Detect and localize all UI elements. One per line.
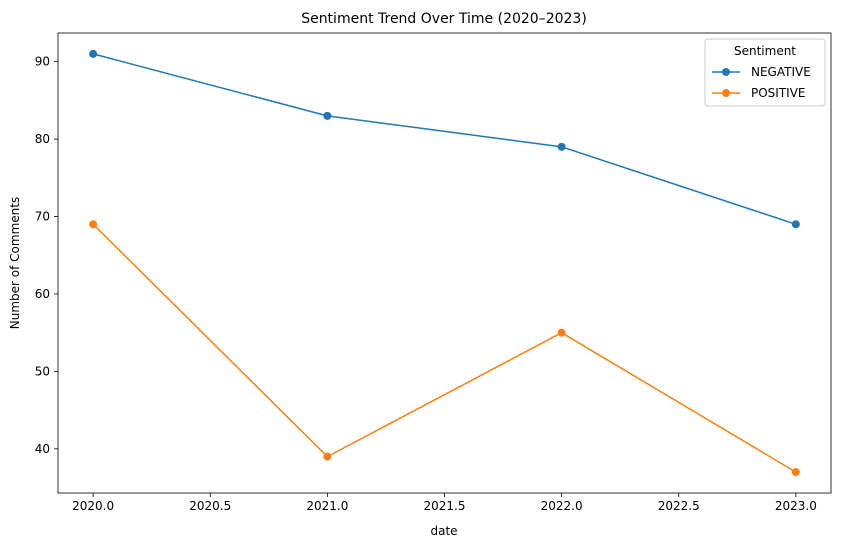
y-axis: 40 50 60 70 80 90	[35, 55, 58, 456]
y-tick-label: 50	[35, 364, 50, 378]
data-point-positive	[791, 468, 800, 477]
x-tick-label: 2021.5	[424, 499, 466, 513]
legend-box	[704, 38, 826, 107]
data-point-negative	[89, 49, 98, 58]
y-tick-label: 60	[35, 287, 50, 301]
legend: Sentiment NEGATIVE POSITIVE	[704, 38, 826, 107]
x-axis: 2020.0 2020.5 2021.0 2021.5 2022.0 2022.5 2023…	[72, 493, 817, 513]
legend-label-positive: POSITIVE	[751, 86, 806, 100]
legend-title: Sentiment	[734, 44, 796, 58]
series-line-positive	[92, 223, 797, 473]
legend-entry-positive: POSITIVE	[712, 86, 806, 100]
plot-area: 2020.0 2020.5 2021.0 2021.5 2022.0 2022.5 2023…	[35, 32, 832, 513]
y-tick-label: 70	[35, 210, 50, 224]
x-tick-label: 2021.0	[306, 499, 348, 513]
x-tick-label: 2023.0	[775, 499, 817, 513]
data-point-negative	[791, 220, 800, 229]
data-point-negative	[557, 142, 566, 151]
x-tick-label: 2020.0	[72, 499, 114, 513]
series-negative	[89, 49, 800, 229]
data-point-positive	[89, 220, 98, 229]
series-line-negative	[92, 53, 797, 225]
x-axis-title: date	[430, 524, 457, 538]
series-layer	[89, 49, 800, 477]
legend-marker-positive	[722, 89, 730, 97]
legend-entry-negative: NEGATIVE	[712, 65, 811, 79]
data-point-negative	[323, 111, 332, 120]
chart-title: Sentiment Trend Over Time (2020–2023)	[301, 11, 587, 27]
x-tick-label: 2020.5	[189, 499, 231, 513]
series-positive	[89, 220, 800, 477]
data-point-positive	[323, 452, 332, 461]
legend-entries: NEGATIVE POSITIVE	[712, 65, 811, 100]
y-axis-title: Number of Comments	[8, 197, 22, 329]
y-tick-label: 80	[35, 132, 50, 146]
legend-marker-negative	[722, 68, 730, 76]
y-tick-label: 40	[35, 442, 50, 456]
x-tick-label: 2022.5	[658, 499, 700, 513]
y-tick-label: 90	[35, 55, 50, 69]
x-tick-label: 2022.0	[541, 499, 583, 513]
legend-label-negative: NEGATIVE	[751, 65, 811, 79]
data-point-positive	[557, 328, 566, 337]
